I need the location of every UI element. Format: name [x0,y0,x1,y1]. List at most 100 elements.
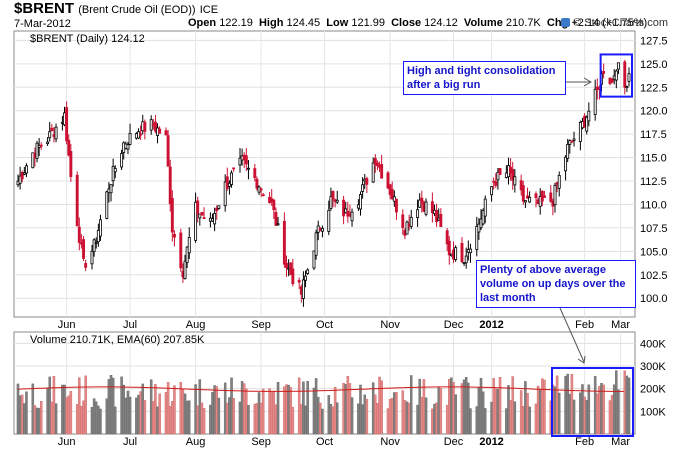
candle-body [202,217,206,219]
price-tick-label: 115.0 [640,153,667,165]
volume-bar [285,384,288,435]
volume-bar [350,397,354,435]
volume-bar [587,384,591,435]
candle-body [18,175,22,184]
volume-bar [526,393,529,435]
candle-body [246,167,250,170]
candle-body [98,219,102,237]
candle-body [494,181,498,186]
volume-bar [477,387,481,435]
volume-bar [181,388,185,435]
brand-text: © StockCharts.com [573,17,668,29]
volume-bar [306,381,309,435]
price-y-axis: 100.0 102.5 105.0 107.5 110.0 112.5 115.0 117.5… [640,35,668,305]
volume-bar [490,401,493,435]
candle-body [526,195,529,199]
volume-bar [452,382,455,435]
volume-bar [289,387,292,435]
volume-x-tick-label: Nov [380,436,400,448]
volume-bar [602,384,605,435]
candle-body [301,279,305,299]
candle-body [109,184,113,194]
candle-body [232,167,236,170]
candle-body [225,176,229,189]
candle-body [447,240,451,256]
volume-bar [348,383,352,435]
x-tick-label: Nov [380,319,400,331]
volume-bar [283,386,286,435]
x-tick-label: Mar [611,319,630,331]
volume-bar [333,387,337,435]
volume-bar [395,392,398,435]
candle-body [534,193,538,198]
volume-bar [359,384,362,435]
candle-body [253,168,257,178]
candle-body [483,198,487,217]
arrow-to-consolidation-head [583,77,593,87]
volume-bar [238,401,242,435]
exchange: ICE [199,4,219,16]
volume-bar [424,397,428,435]
volume-bar [374,394,377,435]
candle-body [48,131,52,139]
volume-bar [615,370,618,435]
candle-body [528,197,532,203]
volume-bar [371,382,375,435]
candle-body [143,121,147,132]
volume-bar [522,405,525,435]
candle-body [215,207,219,212]
candle-body [50,127,54,132]
volume-bar [97,405,100,435]
volume-bar [464,377,468,435]
x-axis-labels: Jun Jun Jul Jul Aug Aug Sep Sep Oct Oct Nov Nov Dec D… [58,319,631,448]
volume-bar [346,375,350,435]
volume-x-tick-label: Oct [316,436,333,448]
candle-body [244,155,248,165]
volume-bar [316,396,320,435]
volume-bar [420,396,424,435]
volume-x-tick-label: Aug [186,436,206,448]
volume-bar [255,403,259,435]
open-value: 122.19 [219,17,253,29]
volume-bar [90,407,94,435]
volume-bar [16,383,20,435]
candle-body [153,121,157,132]
candle-body [587,110,591,122]
volume-bar [528,406,531,435]
candle-body [274,212,278,226]
volume-bar [52,376,56,435]
volume-bar [202,408,206,435]
volume-bar [454,394,457,435]
price-tick-label: 125.0 [640,59,668,71]
volume-bar [113,406,117,435]
volume-bar [183,393,187,435]
volume-bar [483,408,487,435]
volume-bar [297,377,301,435]
candle-body [342,199,346,217]
candle-body [564,156,568,172]
candle-body [179,232,183,269]
candle-body [65,107,69,142]
volume-bar [507,385,510,435]
candle-body [139,133,143,136]
candle-body [568,140,572,145]
x-tick-label: Jun [58,319,76,331]
volume-bar [623,370,627,435]
volume-bar [154,384,157,435]
candle-body [570,140,574,143]
volume-label: Volume [463,17,503,29]
candle-body [314,232,318,256]
brand-credit[interactable]: © StockCharts.com [561,17,668,29]
volume-bar [409,375,413,435]
price-tick-label: 100.0 [640,293,668,305]
volume-bar [335,402,339,435]
candle-body [75,174,79,227]
volume-tick-label: 100K [640,406,666,418]
volume-bar [122,384,125,435]
volume-bar [519,390,523,435]
volume-bar [126,390,130,435]
open-label: Open [188,17,217,29]
annotation-arrows [559,77,593,364]
volume-bar [50,401,54,435]
x-tick-label: 2012 [479,319,503,331]
